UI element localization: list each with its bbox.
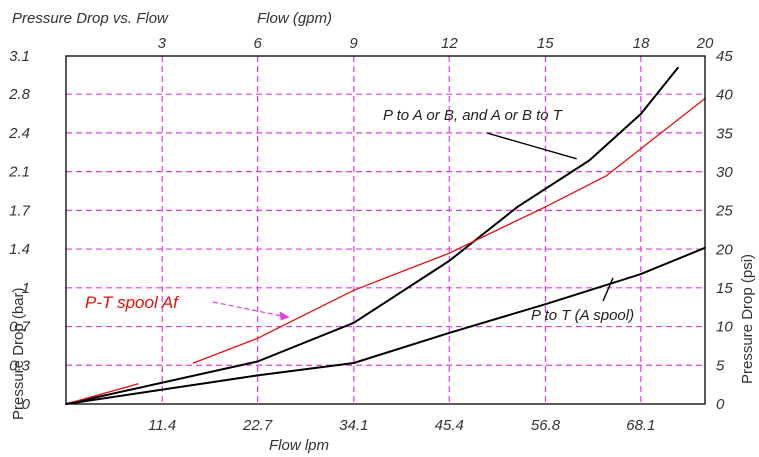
series-line-0: [65, 66, 679, 405]
y-tick-label-left: 1.4: [9, 241, 30, 258]
y-tick-label-right: 45: [716, 48, 733, 65]
series-point-0: [640, 113, 642, 115]
right-axis-title: Pressure Drop (psi): [739, 254, 756, 384]
x-tick-label-top: 12: [441, 35, 458, 52]
series-layer: [65, 66, 706, 405]
top-axis-title: Flow (gpm): [257, 10, 332, 27]
series-point-0: [353, 322, 355, 324]
x-tick-label-bottom: 56.8: [531, 417, 561, 434]
x-tick-label-top: 6: [254, 35, 263, 52]
plot-frame: [65, 55, 706, 405]
y-tick-label-right: 35: [716, 125, 733, 142]
x-tick-label-top: 20: [696, 35, 714, 52]
y-tick-label-right: 0: [716, 396, 725, 413]
series-point-0: [677, 66, 679, 69]
y-tick-label-right: 15: [716, 280, 733, 297]
x-tick-label-top: 9: [349, 35, 358, 52]
series-point-1: [137, 383, 139, 385]
y-tick-label-right: 30: [716, 164, 733, 181]
series-point-2: [448, 332, 451, 334]
x-tick-label-top: 18: [633, 35, 650, 52]
series-point-1: [448, 252, 451, 254]
chart-title: Pressure Drop vs. Flow: [12, 10, 169, 27]
y-tick-label-left: 1.7: [9, 202, 31, 219]
x-tick-label-bottom: 34.1: [339, 417, 368, 434]
y-tick-label-left: 2.8: [8, 86, 31, 103]
series-point-1: [161, 369, 163, 372]
series-label-p-t-spool: P-T spool Af: [85, 293, 180, 312]
series-point-2: [353, 362, 355, 364]
grid-layer: [66, 56, 705, 404]
y-tick-label-right: 20: [715, 241, 733, 258]
x-tick-label-top: 15: [537, 35, 554, 52]
y-tick-label-right: 40: [716, 87, 733, 104]
y-tick-label-left: 0.7: [9, 319, 31, 336]
leader-line-p-t-spool: [212, 301, 284, 317]
annotation-layer: P to A or B, and A or B to T P-T spool A…: [85, 107, 634, 324]
x-tick-label-bottom: 22.7: [242, 417, 273, 434]
tick-layer: 11.4 22.7 34.1 45.4 56.8 68.13 6 9 12 15 18 2000.30…: [8, 35, 733, 434]
leader-line-p-to-t: [602, 277, 614, 302]
y-tick-label-left: 0.3: [9, 357, 31, 374]
series-point-2: [640, 273, 642, 275]
series-point-0: [588, 159, 591, 162]
leader-arrowhead-p-t-spool: [279, 311, 290, 321]
series-point-1: [605, 175, 607, 177]
leader-line-p-to-a: [486, 132, 577, 160]
y-tick-label-left: 2.4: [8, 125, 30, 142]
x-tick-label-top: 3: [158, 35, 167, 52]
series-point-0: [448, 260, 451, 262]
y-tick-label-right: 25: [715, 203, 733, 220]
y-tick-label-left: 1: [22, 280, 30, 297]
bottom-axis-title: Flow lpm: [269, 437, 329, 454]
series-point-1: [256, 337, 259, 340]
series-label-p-to-a: P to A or B, and A or B to T: [383, 107, 564, 124]
x-tick-label-bottom: 45.4: [435, 417, 464, 434]
series-point-2: [544, 303, 547, 306]
series-point-1: [544, 206, 547, 208]
y-tick-label-left: 0: [22, 396, 31, 413]
series-point-0: [256, 360, 259, 363]
series-point-1: [192, 362, 195, 364]
series-point-1: [353, 289, 355, 292]
y-tick-label-right: 10: [716, 319, 733, 336]
x-tick-label-bottom: 68.1: [626, 417, 655, 434]
y-tick-label-left: 3.1: [9, 48, 30, 65]
x-tick-label-bottom: 11.4: [148, 417, 176, 434]
series-label-p-to-t: P to T (A spool): [531, 307, 634, 324]
series-point-2: [256, 374, 259, 377]
y-tick-label-right: 5: [716, 357, 725, 374]
y-tick-label-left: 2.1: [8, 164, 30, 181]
left-axis-title: Pressure Drop (bar): [10, 287, 27, 420]
series-point-0: [516, 206, 519, 208]
